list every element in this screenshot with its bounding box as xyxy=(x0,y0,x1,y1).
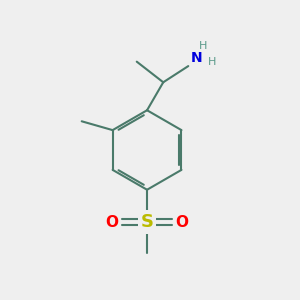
Text: N: N xyxy=(190,51,202,64)
Text: H: H xyxy=(199,41,207,51)
Text: S: S xyxy=(141,213,154,231)
Text: O: O xyxy=(106,214,118,230)
Text: O: O xyxy=(176,214,189,230)
Text: H: H xyxy=(207,57,216,67)
